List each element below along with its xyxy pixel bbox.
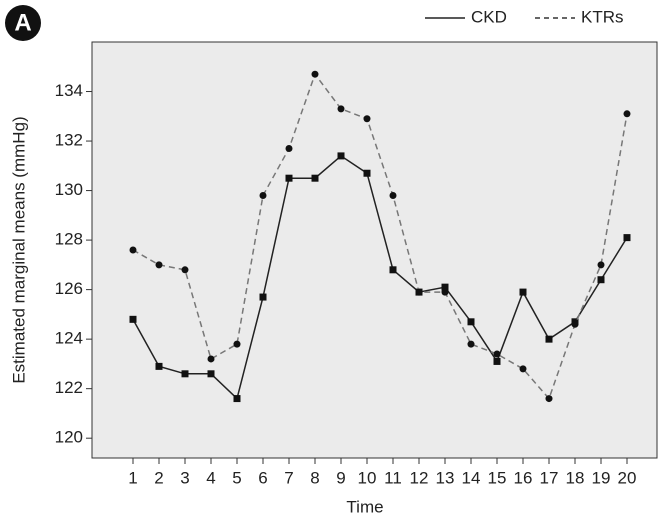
marker (233, 395, 241, 403)
x-tick-label: 11 (384, 468, 402, 487)
x-tick-label: 19 (592, 468, 611, 487)
marker (467, 340, 475, 348)
marker (155, 261, 163, 269)
marker (129, 315, 137, 323)
marker (545, 335, 553, 343)
x-tick-label: 7 (284, 468, 293, 487)
marker (441, 283, 449, 291)
marker (623, 234, 631, 242)
y-tick-label: 120 (55, 428, 83, 447)
marker (311, 174, 319, 182)
series-line (132, 154, 628, 400)
marker (311, 70, 319, 78)
x-tick-label: 15 (488, 468, 507, 487)
marker (259, 192, 267, 200)
marker (389, 192, 397, 200)
marker (181, 370, 189, 378)
x-axis-label: Time (346, 497, 383, 516)
marker (571, 320, 579, 328)
x-tick-label: 2 (154, 468, 163, 487)
x-tick-label: 13 (436, 468, 455, 487)
y-axis-label: Estimated marginal means (mmHg) (9, 116, 28, 383)
marker (415, 288, 423, 296)
x-tick-label: 9 (336, 468, 345, 487)
panel-badge (5, 5, 41, 41)
x-tick-label: 12 (410, 468, 429, 487)
plot-area (91, 41, 658, 459)
marker (207, 370, 215, 378)
series-line (132, 72, 628, 401)
x-tick-label: 1 (128, 468, 137, 487)
y-tick-label: 124 (55, 329, 83, 348)
marker (519, 365, 527, 373)
marker (259, 293, 267, 301)
marker (623, 110, 631, 118)
x-tick-label: 6 (258, 468, 267, 487)
x-tick-label: 14 (462, 468, 481, 487)
y-tick-label: 132 (55, 131, 83, 150)
marker (207, 355, 215, 363)
marker (441, 288, 449, 296)
x-tick-label: 16 (514, 468, 533, 487)
marker (285, 174, 293, 182)
marker (337, 152, 345, 160)
x-tick-label: 4 (206, 468, 215, 487)
marker (285, 144, 293, 152)
marker (337, 105, 345, 113)
marker (519, 288, 527, 296)
marker (545, 395, 553, 403)
legend-label: CKD (471, 7, 507, 26)
marker (493, 350, 501, 358)
x-tick-label: 20 (618, 468, 637, 487)
marker (363, 169, 371, 177)
marker (181, 266, 189, 274)
marker (233, 340, 241, 348)
y-tick-label: 122 (55, 378, 83, 397)
x-tick-label: 8 (310, 468, 319, 487)
x-tick-label: 10 (358, 468, 377, 487)
y-tick-label: 128 (55, 230, 83, 249)
marker (129, 246, 137, 254)
marker (493, 357, 501, 365)
y-tick-label: 130 (55, 180, 83, 199)
y-tick-label: 126 (55, 279, 83, 298)
legend-label: KTRs (581, 7, 624, 26)
panel-label: A (14, 9, 31, 36)
marker (597, 276, 605, 284)
marker (389, 266, 397, 274)
x-tick-label: 5 (232, 468, 241, 487)
x-tick-label: 18 (566, 468, 585, 487)
marker (597, 261, 605, 269)
y-tick-label: 134 (55, 81, 83, 100)
x-tick-label: 17 (540, 468, 559, 487)
marker (155, 362, 163, 370)
marker (467, 318, 475, 326)
x-tick-label: 3 (180, 468, 189, 487)
marker (363, 115, 371, 123)
